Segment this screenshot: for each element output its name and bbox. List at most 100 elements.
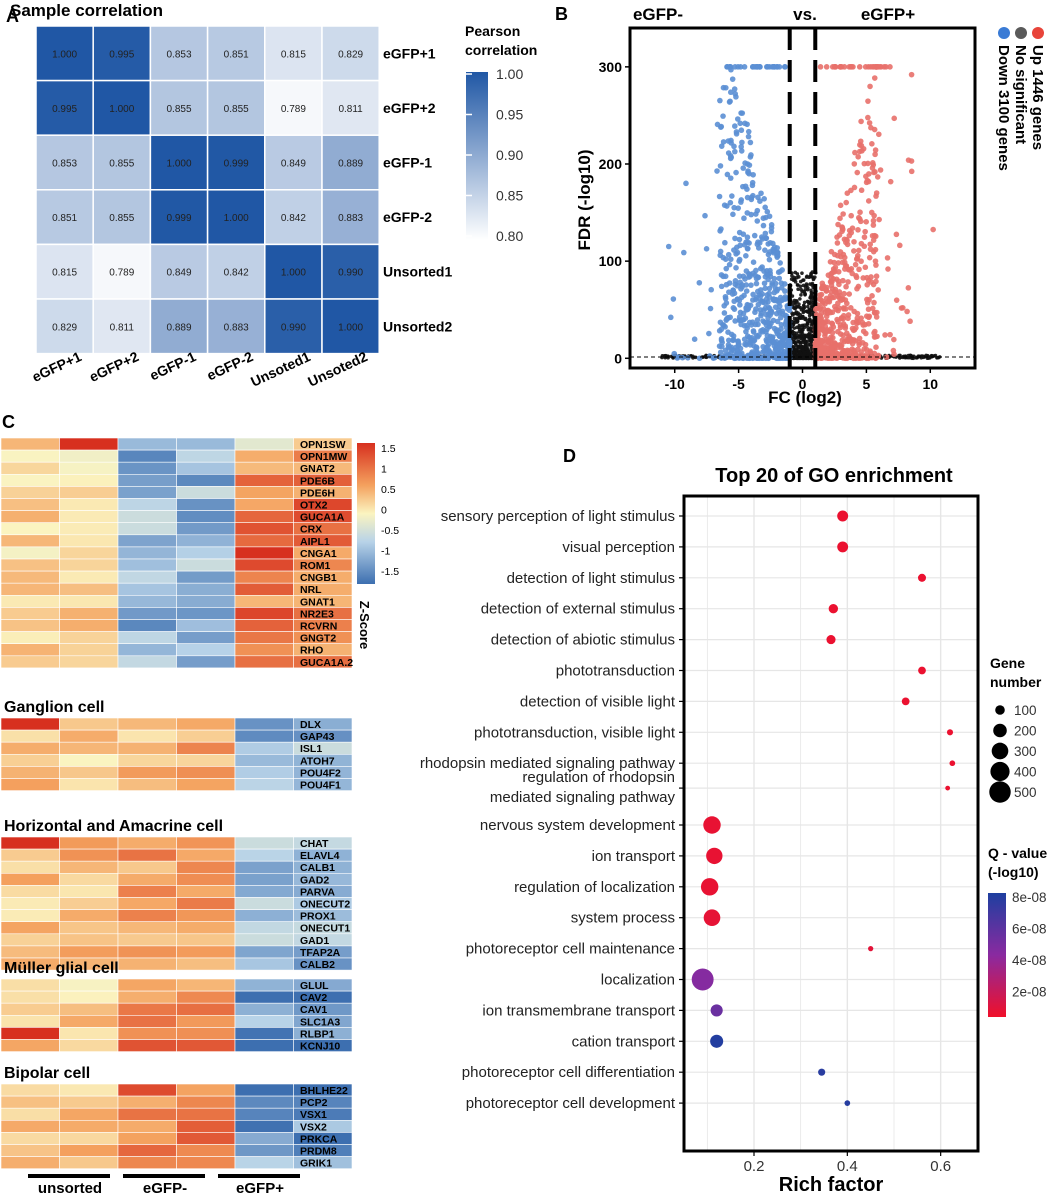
heatmap-cell	[235, 958, 294, 970]
heatmap-cell	[1, 849, 60, 861]
volcano-point	[909, 169, 915, 175]
go-term-label: sensory perception of light stimulus	[441, 508, 675, 525]
heatmap-cell	[235, 1003, 294, 1015]
volcano-point	[737, 237, 743, 243]
volcano-point	[777, 260, 783, 266]
heatmap-cell	[177, 1015, 236, 1027]
heatmap-cell	[60, 547, 119, 559]
volcano-point	[761, 215, 767, 221]
volcano-point	[799, 293, 803, 297]
heatmap-cell	[118, 474, 177, 486]
go-point	[868, 946, 873, 951]
volcano-point	[843, 297, 849, 303]
volcano-point	[796, 320, 800, 324]
heatmap-cell	[235, 873, 294, 885]
heatmap-cell	[235, 934, 294, 946]
volcano-point	[869, 141, 875, 147]
corr-value: 0.855	[224, 104, 249, 115]
volcano-point	[717, 98, 723, 104]
volcano-point	[871, 300, 877, 306]
volcano-point	[755, 239, 761, 245]
volcano-point	[719, 340, 725, 346]
gene-label: RHO	[300, 645, 323, 657]
heatmap-cell	[1, 991, 60, 1003]
corr-value: 0.811	[338, 104, 363, 115]
heatmap-cell	[1, 607, 60, 619]
volcano-point	[858, 219, 864, 225]
volcano-point	[858, 119, 864, 125]
go-grid	[684, 496, 978, 1151]
volcano-point	[728, 175, 734, 181]
volcano-point	[774, 353, 780, 359]
go-term-label: ion transmembrane transport	[482, 1002, 675, 1019]
volcano-point	[839, 343, 845, 349]
volcano-point	[748, 140, 754, 146]
volcano-point	[808, 332, 812, 336]
volcano-point	[666, 356, 670, 360]
volcano-point	[765, 338, 771, 344]
heatmap-cell	[177, 910, 236, 922]
heatmap-cell	[60, 742, 119, 754]
heatmap-cell	[118, 885, 177, 897]
heatmap-cell	[118, 837, 177, 849]
volcano-point	[873, 334, 879, 340]
legend-label: Up 1446 genes	[1029, 45, 1046, 150]
go-point	[710, 1035, 723, 1048]
volcano-point	[755, 208, 761, 214]
gene-label: TFAP2A	[300, 947, 341, 959]
volcano-points	[660, 64, 941, 361]
volcano-point	[871, 249, 877, 255]
volcano-point	[755, 317, 761, 323]
heatmap-cell	[177, 958, 236, 970]
heatmap-cell	[118, 766, 177, 778]
heatmap-cell	[60, 499, 119, 511]
heatmap-cell	[118, 849, 177, 861]
size-legend-label: 400	[1014, 765, 1037, 780]
volcano-point	[748, 303, 754, 309]
volcano-point	[887, 332, 893, 338]
heatmap-cell	[235, 486, 294, 498]
corr-value: 0.789	[109, 268, 134, 279]
corr-value: 0.999	[166, 213, 191, 224]
volcano-point	[706, 331, 712, 337]
volcano-point	[754, 218, 760, 224]
size-legend-label: 200	[1014, 724, 1037, 739]
heatmap-cell	[177, 486, 236, 498]
volcano-point	[731, 247, 737, 253]
q-tick-label: 8e-08	[1012, 890, 1047, 905]
row-label: eGFP-2	[383, 209, 432, 225]
volcano-point	[763, 312, 769, 318]
size-legend-label: 500	[1014, 785, 1037, 800]
volcano-point	[738, 310, 744, 316]
volcano-point	[835, 240, 841, 246]
volcano-point	[819, 322, 825, 328]
volcano-point	[729, 344, 735, 350]
volcano-point	[862, 229, 868, 235]
heatmap-cell	[235, 438, 294, 450]
heatmap-cell	[1, 499, 60, 511]
colorbar-tick-label: 0.85	[496, 188, 523, 204]
volcano-point	[819, 355, 825, 361]
heatmap-cell	[1, 656, 60, 668]
gene-label: DLX	[300, 719, 321, 731]
volcano-point	[856, 320, 862, 326]
heatmap-cell	[235, 1145, 294, 1157]
heatmap-cell	[177, 718, 236, 730]
heatmap-cell	[235, 547, 294, 559]
volcano-point	[842, 64, 848, 70]
volcano-point	[739, 140, 745, 146]
volcano-point	[808, 327, 812, 331]
heatmap-cell	[118, 511, 177, 523]
volcano-point	[739, 110, 745, 116]
volcano-point	[832, 252, 838, 258]
corr-value: 0.815	[52, 268, 77, 279]
panel-d: D Top 20 of GO enrichment sensory percep…	[420, 446, 1048, 1195]
volcano-point	[824, 64, 830, 70]
gene-label: NR2E3	[300, 608, 334, 620]
volcano-point	[737, 280, 743, 286]
heatmap-cell	[60, 861, 119, 873]
volcano-point	[748, 342, 754, 348]
heatmap-cell	[1, 559, 60, 571]
corr-value: 0.842	[281, 213, 306, 224]
heatmap-cell	[235, 898, 294, 910]
